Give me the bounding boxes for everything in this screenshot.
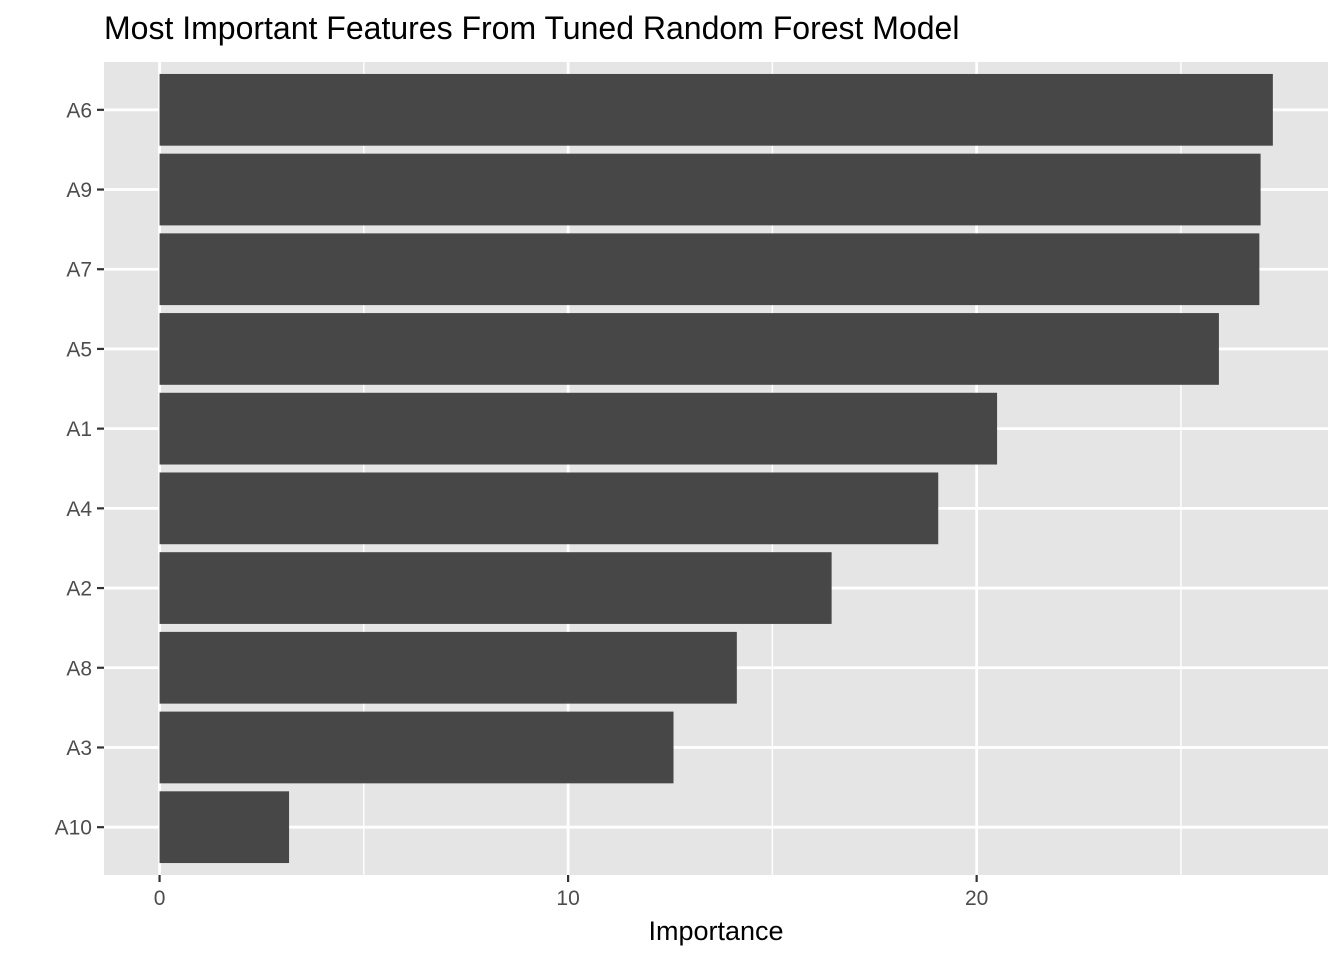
y-tick-label: A2 xyxy=(66,578,92,601)
y-tick-label: A10 xyxy=(55,817,92,840)
bars xyxy=(159,73,1273,864)
bar-a8 xyxy=(159,631,737,704)
y-tick-label: A4 xyxy=(66,498,92,521)
x-axis: 0 10 20 xyxy=(154,875,988,910)
x-tick-label: 20 xyxy=(965,887,988,910)
y-tick-label: A9 xyxy=(66,179,92,202)
y-tick-label: A7 xyxy=(66,259,92,282)
chart-title: Most Important Features From Tuned Rando… xyxy=(104,10,959,46)
bar-a3 xyxy=(159,711,674,784)
x-tick-label: 10 xyxy=(556,887,579,910)
y-tick-label: A6 xyxy=(66,99,92,122)
y-tick-label: A5 xyxy=(66,338,92,361)
y-axis: A6 A9 A7 A5 A1 A4 A2 A8 A3 A10 xyxy=(55,99,104,840)
y-tick-label: A8 xyxy=(66,657,92,680)
bar-a7 xyxy=(159,233,1260,306)
bar-a4 xyxy=(159,472,939,545)
bar-a9 xyxy=(159,153,1261,226)
bar-a2 xyxy=(159,552,832,624)
bar-a5 xyxy=(159,313,1219,385)
x-tick-label: 0 xyxy=(154,887,166,910)
bar-a1 xyxy=(159,392,998,465)
y-tick-label: A1 xyxy=(66,418,92,441)
bar-a6 xyxy=(159,73,1273,146)
bar-a10 xyxy=(159,791,290,864)
y-tick-label: A3 xyxy=(66,737,92,760)
x-axis-title: Importance xyxy=(648,916,783,946)
